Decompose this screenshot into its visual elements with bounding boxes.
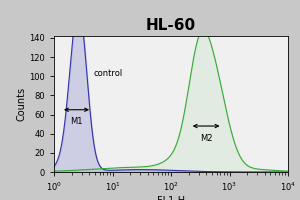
X-axis label: FL1-H: FL1-H xyxy=(157,196,185,200)
Text: M2: M2 xyxy=(200,134,212,143)
Text: control: control xyxy=(94,69,123,78)
Y-axis label: Counts: Counts xyxy=(16,87,26,121)
Title: HL-60: HL-60 xyxy=(146,18,196,33)
Text: M1: M1 xyxy=(70,117,83,126)
